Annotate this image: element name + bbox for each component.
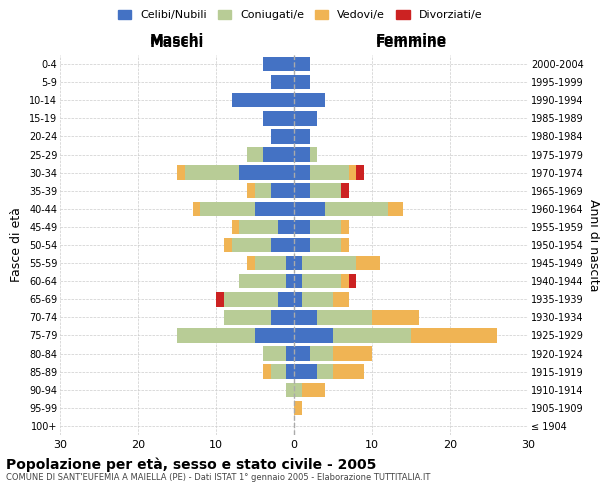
Bar [310,220,341,234]
Bar [294,166,310,180]
Text: Popolazione per età, sesso e stato civile - 2005: Popolazione per età, sesso e stato civil… [6,458,376,472]
Bar [411,328,497,342]
Bar [263,364,271,379]
Bar [341,238,349,252]
Bar [255,328,294,342]
Bar [247,148,263,162]
Bar [294,220,310,234]
Bar [294,238,310,252]
Bar [349,274,356,288]
Bar [286,364,294,379]
Bar [310,166,349,180]
Bar [310,346,333,361]
Bar [177,166,185,180]
Text: Femmine: Femmine [376,34,446,48]
Y-axis label: Anni di nascita: Anni di nascita [587,198,600,291]
Bar [294,274,302,288]
Bar [239,220,278,234]
Bar [294,57,310,72]
Bar [294,382,302,397]
Bar [271,75,294,90]
Bar [333,346,372,361]
Bar [185,166,239,180]
Bar [286,274,294,288]
Bar [341,274,349,288]
Bar [294,256,302,270]
Bar [247,256,255,270]
Bar [286,256,294,270]
Bar [232,238,271,252]
Text: COMUNE DI SANT'EUFEMIA A MAIELLA (PE) - Dati ISTAT 1° gennaio 2005 - Elaborazion: COMUNE DI SANT'EUFEMIA A MAIELLA (PE) - … [6,472,430,482]
Bar [333,364,364,379]
Bar [224,310,271,324]
Bar [356,256,380,270]
Bar [294,310,317,324]
Bar [317,310,372,324]
Bar [278,220,294,234]
Bar [341,184,349,198]
Bar [239,166,294,180]
Bar [271,364,286,379]
Bar [239,274,286,288]
Bar [294,364,317,379]
Bar [294,93,325,108]
Bar [271,238,294,252]
Bar [271,184,294,198]
Bar [310,238,341,252]
Bar [271,129,294,144]
Bar [224,292,278,306]
Bar [317,364,333,379]
Bar [349,166,356,180]
Bar [310,148,317,162]
Bar [278,292,294,306]
Bar [255,256,286,270]
Bar [200,202,255,216]
Bar [263,111,294,126]
Bar [294,400,302,415]
Bar [325,202,388,216]
Bar [302,274,341,288]
Bar [177,328,255,342]
Bar [247,184,255,198]
Bar [263,346,286,361]
Bar [232,220,239,234]
Bar [286,382,294,397]
Bar [302,382,325,397]
Bar [224,238,232,252]
Bar [255,184,271,198]
Bar [263,148,294,162]
Bar [372,310,419,324]
Bar [294,148,310,162]
Bar [193,202,200,216]
Text: Maschi: Maschi [150,34,204,48]
Text: Femmine: Femmine [376,36,446,50]
Bar [294,346,310,361]
Bar [271,310,294,324]
Bar [294,292,302,306]
Y-axis label: Fasce di età: Fasce di età [10,208,23,282]
Bar [333,292,349,306]
Bar [263,57,294,72]
Bar [255,202,294,216]
Bar [232,93,294,108]
Bar [286,346,294,361]
Bar [216,292,224,306]
Bar [356,166,364,180]
Text: Maschi: Maschi [150,36,204,50]
Bar [294,328,333,342]
Bar [294,129,310,144]
Bar [333,328,411,342]
Bar [294,202,325,216]
Bar [388,202,403,216]
Bar [302,292,333,306]
Legend: Celibi/Nubili, Coniugati/e, Vedovi/e, Divorziati/e: Celibi/Nubili, Coniugati/e, Vedovi/e, Di… [113,6,487,25]
Bar [302,256,356,270]
Bar [294,184,310,198]
Bar [341,220,349,234]
Bar [294,111,317,126]
Bar [294,75,310,90]
Bar [310,184,341,198]
